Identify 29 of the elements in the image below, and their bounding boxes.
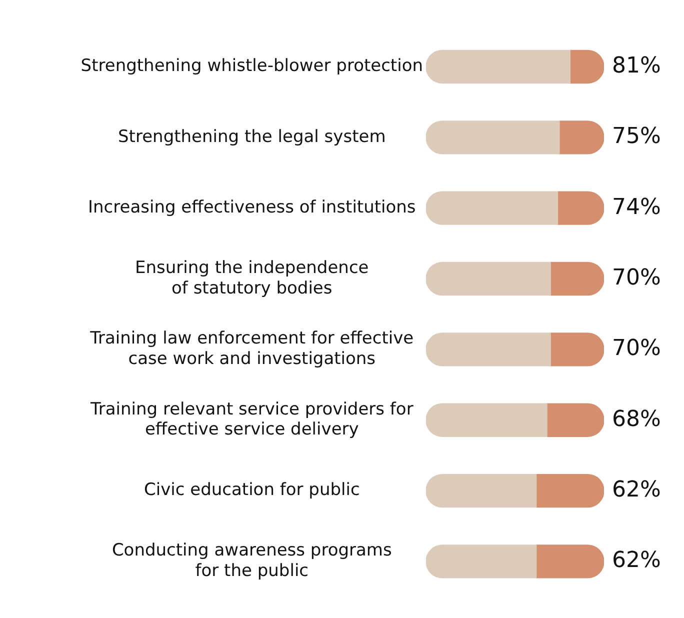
y-tick-label: Conducting awareness programs for the public	[112, 540, 392, 582]
data-label: 74%	[612, 194, 661, 220]
y-tick-label: Civic education for public	[144, 480, 360, 500]
data-label: 70%	[612, 265, 661, 290]
bar	[550, 332, 604, 366]
data-label: 70%	[612, 336, 661, 362]
y-tick-label: Strengthening whistle-blower protection	[80, 56, 423, 76]
bar	[536, 474, 604, 508]
bar	[426, 120, 560, 154]
y-tick-label: Training relevant service providers for effective service delivery	[89, 399, 414, 440]
bar	[536, 544, 604, 578]
bar	[426, 50, 571, 84]
y-tick-label: Increasing effectiveness of institutions	[88, 198, 416, 218]
bar	[426, 262, 551, 296]
bar	[426, 403, 548, 437]
data-label: 81%	[612, 53, 661, 78]
bar	[426, 191, 558, 225]
data-label: 62%	[612, 548, 661, 574]
data-label: 62%	[612, 478, 661, 503]
y-tick-label: Strengthening the legal system	[118, 126, 386, 147]
bar	[546, 403, 604, 437]
data-label: 75%	[612, 124, 661, 150]
bar	[426, 332, 551, 366]
bar	[550, 262, 604, 296]
data-label: 68%	[612, 406, 661, 432]
y-tick-label: Ensuring the independence of statutory bodies	[135, 258, 369, 298]
bar	[426, 544, 537, 578]
y-tick-label: Training law enforcement for effective case work and investigations	[89, 328, 414, 370]
bar	[426, 474, 537, 508]
